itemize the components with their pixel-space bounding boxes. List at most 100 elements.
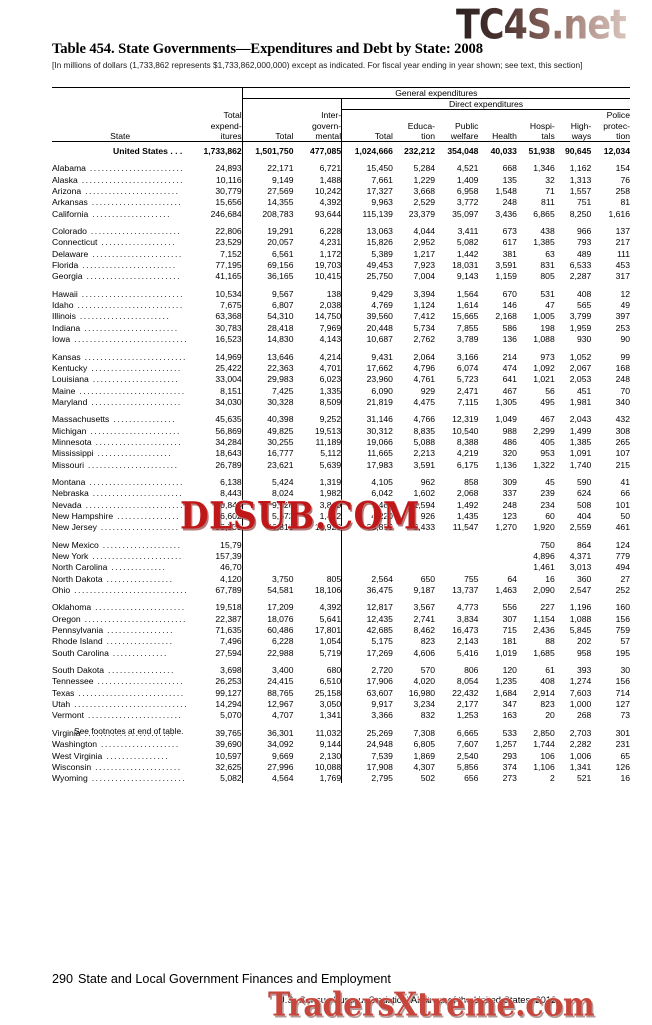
row-label: Michigan ....................... [52,424,188,436]
table-title: Table 454. State Governments—Expenditure… [52,41,483,57]
cell-public_welfare: 1,253 [456,710,479,721]
leader-dots: ................... [97,237,177,248]
cell-health: 135 [502,174,517,185]
cell-hospitals: 2 [549,773,555,784]
leader-dots: .......................... [80,351,187,362]
cell-health: 248 [502,499,517,510]
cell-health: 293 [502,750,517,761]
cell-gen_total: 22,988 [241,646,294,658]
leader-dots: ...................... [93,676,185,687]
cell-gen_total: 4,564 [241,772,294,784]
state-name: Oregon [52,613,81,624]
row-label: Mississippi ................... [52,447,188,458]
row-label: Arizona ........................ [52,185,188,196]
cell-public_welfare: 15,665 [452,311,479,322]
cell-highways: 1,959 [569,322,592,333]
cell-dir_total: 35,883 [341,521,393,533]
cell-hospitals: 60 [545,510,555,521]
cell-education: 8,462 [413,625,436,636]
cell-gen_inter: 5,641 [319,613,342,624]
cell-gen_inter: 138 [326,288,342,299]
cell-highways: 393 [576,665,592,676]
leader-dots: ....................... [87,197,183,208]
cell-health: 586 [502,322,517,333]
cell-gen_inter [293,539,341,550]
state-name: California [52,208,89,219]
cell-total: 10,597 [215,750,242,761]
cell-public_welfare: 1,492 [456,499,479,510]
cell-total: 99,127 [215,687,242,698]
state-name: Alaska [52,174,78,185]
cell-gen_total: 14,830 [241,333,294,345]
cell-total: 71,635 [215,625,242,636]
cell-hospitals: 750 [540,539,555,550]
cell-gen_inter: 6,023 [319,374,342,385]
cell-total: 3,698 [220,665,242,676]
row-label: New York ....................... [52,550,188,561]
cell-police: 265 [615,436,630,447]
cell-total: 67,789 [215,585,242,596]
cell-total: 157,39 [215,551,242,561]
cell-gen_total: 3,400 [241,663,294,676]
cell-dir_total: 9,431 [341,350,393,362]
leader-dots: ...................... [91,436,183,447]
cell-police: 252 [615,585,630,596]
row-label: Utah ............................. [52,698,188,709]
cell-total: 10,534 [215,288,242,299]
cell-highways: 2,043 [569,414,592,425]
column-header-hospitals: Hospi- tals [516,109,555,143]
cell-total: 10,845 [215,499,242,510]
cell-dir_total: 1,024,666 [341,141,393,157]
cell-dir_total: 42,685 [341,623,393,636]
header-spacer-state [52,86,189,99]
table-row: Ohio ............................. 67,789… [52,583,630,596]
cell-highways: 958 [576,647,592,658]
cell-gen_inter: 10,088 [314,761,342,772]
cell-dir_total: 19,066 [341,435,393,448]
cell-education: 23,379 [408,208,436,219]
row-group-spacer [52,469,630,476]
header-row-columns: State Total expend- itures Total Inter- … [52,109,630,143]
cell-public_welfare: 5,856 [456,761,479,772]
row-label: New Hampshire ................ [52,510,188,521]
leader-dots: ................... [93,448,173,459]
cell-police: 127 [615,699,630,710]
cell-police: 107 [615,448,630,459]
cell-dir_total: 13,063 [341,224,393,237]
cell-highways: 3,013 [569,562,592,573]
table-row: Wyoming ........................ 5,082 4,5… [52,772,630,784]
cell-public_welfare: 354,048 [435,141,479,157]
cell-hospitals: 438 [540,226,555,237]
cell-health: 486 [502,436,517,447]
cell-highways: 1,557 [569,186,592,197]
cell-hospitals: 61 [545,665,555,676]
header-spacer-total-2 [188,99,242,110]
cell-total: 41,165 [215,271,242,282]
row-label: Missouri ....................... [52,458,188,470]
cell-health: 3,591 [495,260,517,271]
cell-health: 1,548 [495,186,517,197]
cell-public_welfare: 6,074 [456,362,479,373]
state-name: West Virginia [52,750,103,761]
table-row: Maryland ....................... 34,030 30… [52,395,630,408]
cell-dir_total: 17,983 [341,458,393,470]
leader-dots: ........................ [80,322,179,333]
table-row: South Dakota ................. 3,698 3,400… [52,663,630,676]
watermark-tradersxtreme: TradersXtreme.com [267,985,595,1025]
cell-total: 34,030 [215,396,242,407]
cell-gen_total: 27,569 [241,184,294,197]
cell-hospitals: 1,088 [533,334,555,345]
cell-health [478,539,516,550]
cell-health: 617 [502,237,517,248]
cell-hospitals: 106 [540,750,555,761]
cell-total: 10,116 [216,174,242,185]
cell-gen_inter: 93,644 [314,208,342,219]
cell-dir_total: 115,139 [341,207,393,219]
cell-gen_total: 22,363 [241,361,294,374]
cell-hospitals: 47 [545,300,555,311]
row-label: North Dakota ................. [52,573,188,584]
cell-education: 1,124 [413,300,436,311]
cell-total: 7,152 [220,248,242,259]
column-header-public-welfare: Public welfare [435,109,479,143]
row-label: Pennsylvania ................. [52,624,188,635]
